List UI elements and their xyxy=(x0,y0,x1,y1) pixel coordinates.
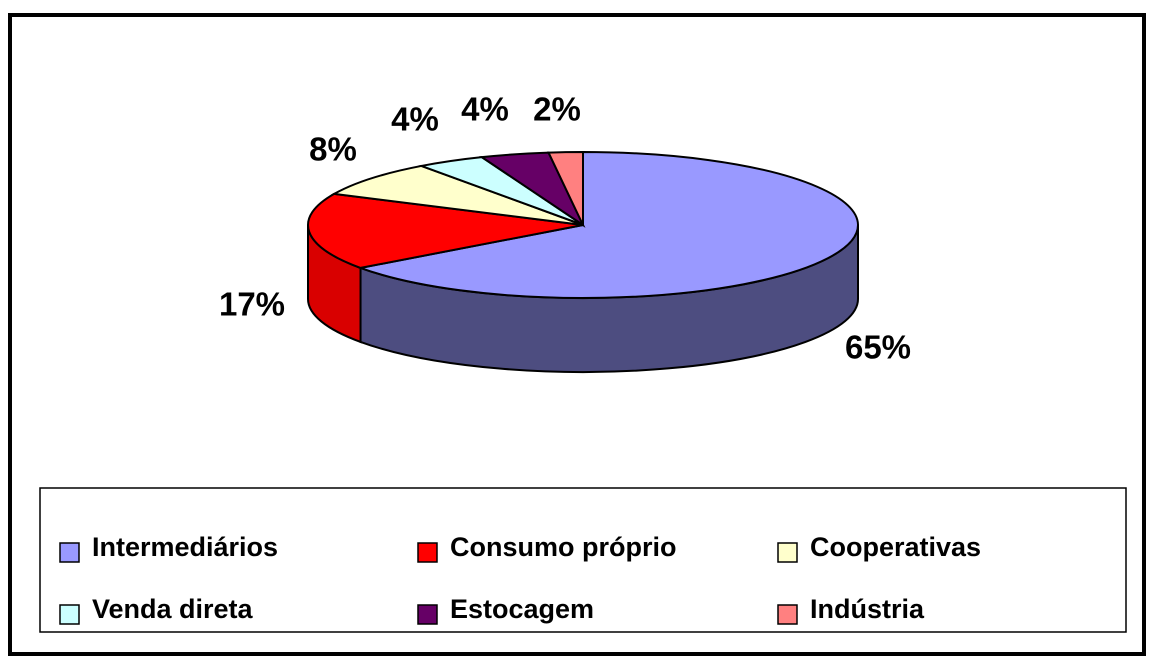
pie-slice xyxy=(356,150,859,299)
pie-slice xyxy=(546,150,584,226)
legend: Intermediários Consumo próprio Cooperativa… xyxy=(59,532,981,625)
data-label: 4% xyxy=(391,101,439,138)
legend-label: Indústria xyxy=(810,594,925,624)
legend-label: Estocagem xyxy=(450,594,594,624)
pie-slice xyxy=(331,164,584,226)
data-label: 4% xyxy=(461,91,509,128)
legend-swatch xyxy=(59,604,80,625)
legend-label: Consumo próprio xyxy=(450,532,676,562)
legend-swatch xyxy=(777,542,798,563)
labels: 65% 17% 8% 4% 4% 2% xyxy=(219,91,911,366)
legend-box xyxy=(39,487,1127,633)
legend-label: Venda direta xyxy=(92,594,254,624)
data-label: 65% xyxy=(845,329,911,366)
legend-swatch xyxy=(417,604,438,625)
data-label: 2% xyxy=(533,91,581,128)
pie-slice xyxy=(307,192,584,269)
legend-swatch xyxy=(777,604,798,625)
pie xyxy=(307,150,859,373)
legend-swatch xyxy=(417,542,438,563)
legend-label: Intermediários xyxy=(92,532,278,562)
data-label: 17% xyxy=(219,286,285,323)
legend-label: Cooperativas xyxy=(810,532,981,562)
legend-swatch xyxy=(59,542,80,563)
data-label: 8% xyxy=(309,131,357,168)
